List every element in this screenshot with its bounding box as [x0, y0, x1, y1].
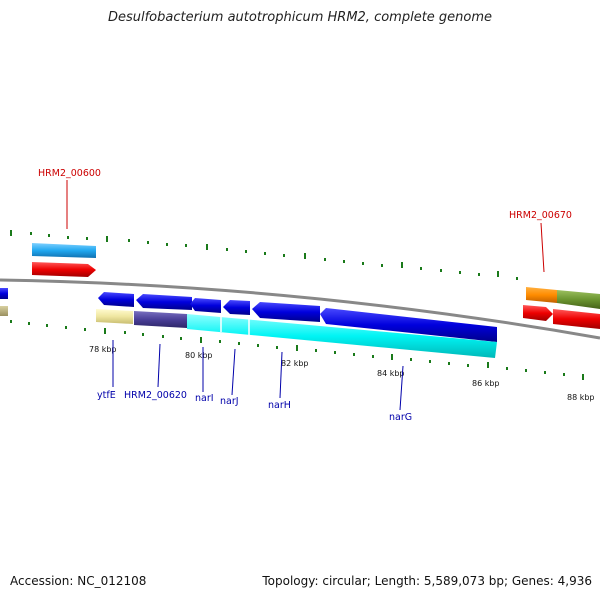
gene-partial-left-blue[interactable]: [0, 288, 8, 299]
tick-label-80kbp: 80 kbp: [185, 351, 213, 360]
upper-tick-track: [10, 230, 518, 280]
gene-hrm2-00670-red-1[interactable]: [523, 305, 553, 321]
genome-summary-text: Topology: circular; Length: 5,589,073 bp…: [262, 574, 592, 588]
tick-label-86kbp: 86 kbp: [472, 379, 500, 388]
label-hrm2-00620: HRM2_00620: [124, 390, 187, 401]
tick-label-84kbp: 84 kbp: [377, 369, 405, 378]
gene-ytfE-khaki[interactable]: [96, 309, 133, 324]
label-hrm2-00600: HRM2_00600: [38, 168, 101, 179]
label-narG: narG: [389, 412, 412, 423]
gene-narJ-blue[interactable]: [223, 300, 250, 315]
gene-narI-blue[interactable]: [190, 298, 221, 313]
label-narJ: narJ: [220, 396, 239, 407]
gene-hrm2-00670-red-2[interactable]: [553, 309, 600, 329]
genome-backbone: [0, 278, 600, 340]
tick-label-78kbp: 78 kbp: [89, 345, 117, 354]
gene-hrm2-00620-purple[interactable]: [134, 311, 187, 328]
gene-narG-blue[interactable]: [320, 308, 497, 342]
gene-hrm2-00620-blue[interactable]: [136, 294, 192, 310]
gene-ytfE-region-blue[interactable]: [98, 292, 134, 307]
gene-hrm2-00670-orange[interactable]: [526, 287, 557, 303]
label-hrm2-00670: HRM2_00670: [509, 210, 572, 221]
gene-partial-left-tan[interactable]: [0, 306, 8, 316]
tick-label-88kbp: 88 kbp: [567, 393, 595, 402]
label-ytfE: ytfE: [97, 390, 116, 401]
gene-hrm2-00600-sky[interactable]: [32, 243, 96, 258]
gene-hrm2-00670-olive[interactable]: [557, 290, 600, 309]
accession-text: Accession: NC_012108: [10, 574, 147, 588]
tick-label-82kbp: 82 kbp: [281, 359, 309, 368]
gene-narH-blue[interactable]: [252, 302, 320, 322]
gene-nar-cyan[interactable]: [187, 314, 497, 358]
hrm2-00670-leader: [540, 222, 545, 273]
label-narI: narI: [195, 393, 214, 404]
gene-hrm2-00600-red[interactable]: [32, 262, 96, 277]
lower-tick-track: [10, 320, 584, 380]
gene-label-leaders: [112, 340, 404, 411]
label-narH: narH: [268, 400, 291, 411]
map-title: Desulfobacterium autotrophicum HRM2, com…: [107, 10, 493, 25]
